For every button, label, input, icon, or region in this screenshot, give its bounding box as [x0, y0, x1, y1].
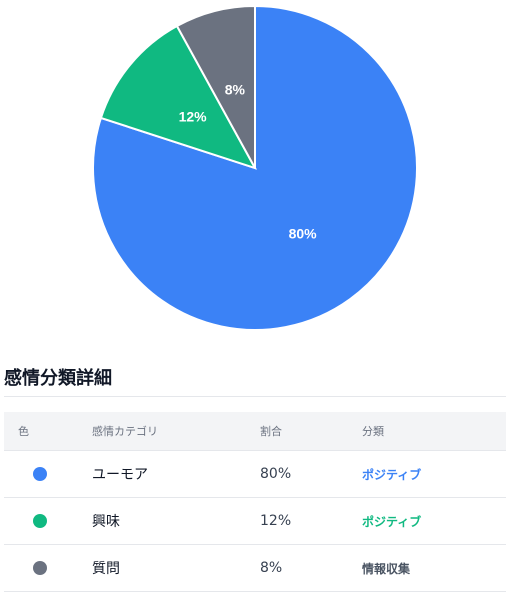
- color-dot-icon: [33, 467, 47, 481]
- slice-label: 8%: [225, 82, 246, 98]
- percent-cell: 8%: [260, 560, 283, 576]
- table-row: 質問 8% 情報収集: [4, 545, 506, 592]
- slice-label: 12%: [179, 108, 208, 124]
- percent-cell: 12%: [260, 513, 292, 529]
- section-title: 感情分類詳細: [4, 368, 112, 389]
- pie-slice: [99, 24, 258, 170]
- title-divider: [4, 396, 506, 397]
- pie-chart: 80% 12% 8%: [92, 4, 418, 331]
- classification-cell: 情報収集: [362, 561, 411, 576]
- color-dot-icon: [33, 561, 47, 575]
- header-percent: 割合: [260, 425, 282, 438]
- emotion-table: 色 感情カテゴリ 割合 分類 ユーモア 80% ポジティブ 興味 12% ポジテ…: [4, 412, 506, 592]
- classification-cell: ポジティブ: [362, 514, 422, 529]
- category-cell: 興味: [92, 514, 120, 530]
- table-header-row: 色 感情カテゴリ 割合 分類: [4, 412, 506, 451]
- header-category: 感情カテゴリ: [92, 425, 158, 438]
- header-color: 色: [18, 425, 29, 438]
- table-row: ユーモア 80% ポジティブ: [4, 451, 506, 498]
- category-cell: 質問: [92, 561, 120, 577]
- pie-chart-svg: 80% 12% 8%: [92, 4, 418, 331]
- percent-cell: 80%: [260, 466, 292, 482]
- color-cell: [18, 498, 47, 544]
- header-classification: 分類: [362, 425, 384, 438]
- table-row: 興味 12% ポジティブ: [4, 498, 506, 545]
- color-cell: [18, 545, 47, 591]
- classification-cell: ポジティブ: [362, 467, 422, 482]
- slice-label: 80%: [289, 226, 318, 242]
- category-cell: ユーモア: [92, 467, 148, 483]
- pie-slice: [175, 4, 256, 169]
- color-cell: [18, 451, 47, 497]
- color-dot-icon: [33, 514, 47, 528]
